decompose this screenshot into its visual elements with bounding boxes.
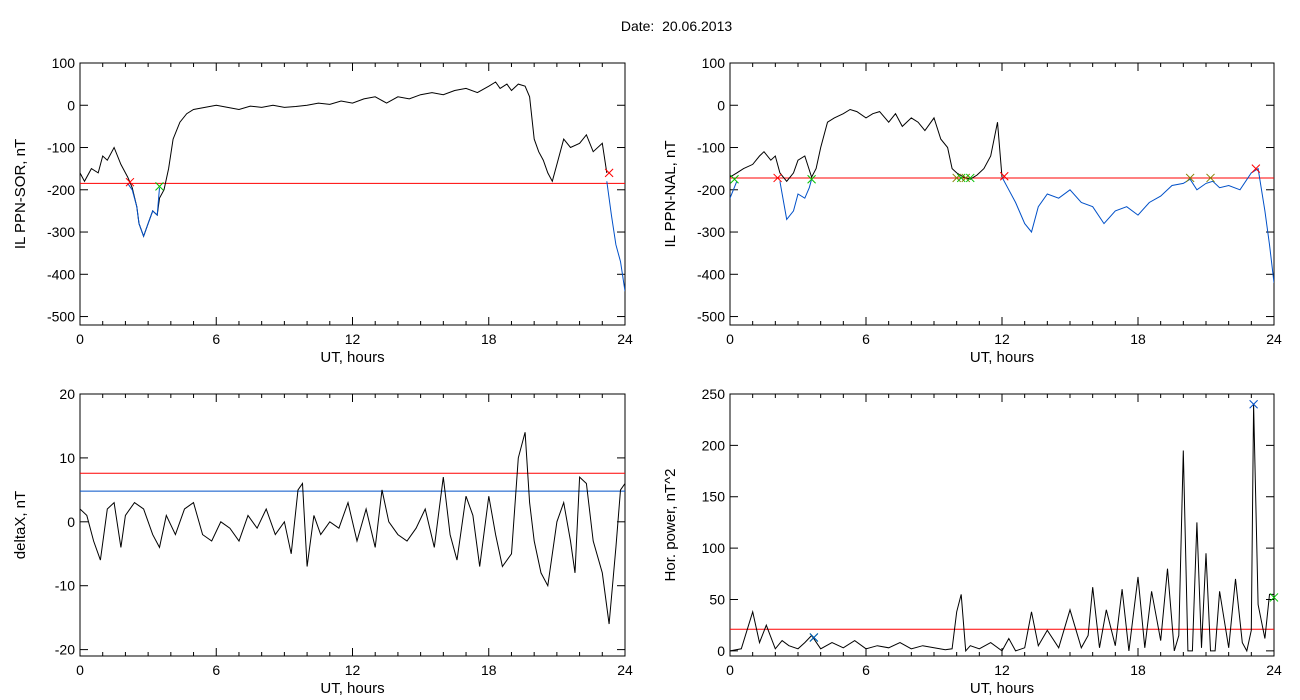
plot-frame bbox=[729, 62, 1275, 326]
event-marker bbox=[956, 173, 966, 183]
y-tick-label: 100 bbox=[702, 55, 726, 71]
chart-panel-3: 0 6 12 18 24 20 10 0 -10 -20 UT, hours deltaX, nT bbox=[12, 386, 633, 697]
y-axis-label: IL PPN-NAL, nT bbox=[662, 141, 679, 248]
y-axis-label: Hor. power, nT^2 bbox=[662, 469, 679, 582]
series-line bbox=[80, 432, 625, 625]
series-line bbox=[1001, 167, 1274, 283]
x-tick-label: 6 bbox=[212, 662, 220, 678]
event-marker bbox=[730, 174, 739, 184]
x-tick-label: 6 bbox=[862, 331, 870, 347]
y-axis-label: deltaX, nT bbox=[12, 491, 29, 559]
x-tick-label: 24 bbox=[1266, 662, 1282, 678]
y-tick-label: 0 bbox=[717, 643, 725, 659]
series-line bbox=[80, 81, 608, 238]
event-marker bbox=[773, 173, 782, 183]
event-marker bbox=[604, 168, 614, 178]
series-line bbox=[730, 108, 1003, 183]
y-tick-label: -100 bbox=[697, 140, 725, 156]
series-line bbox=[127, 183, 160, 238]
event-marker bbox=[952, 173, 962, 183]
y-axis-label: IL PPN-SOR, nT bbox=[12, 139, 29, 249]
y-tick-label: -400 bbox=[697, 266, 725, 282]
x-tick-label: 18 bbox=[481, 331, 497, 347]
y-tick-label: -300 bbox=[47, 224, 75, 240]
x-tick-label: 0 bbox=[76, 331, 84, 347]
y-tick-label: -20 bbox=[55, 642, 75, 658]
chart-date-title: Date: 20.06.2013 bbox=[620, 18, 733, 34]
y-tick-label: 200 bbox=[702, 437, 726, 453]
event-marker bbox=[961, 173, 971, 183]
y-tick-label: 50 bbox=[709, 591, 725, 607]
x-axis-label: UT, hours bbox=[320, 680, 384, 697]
y-tick-label: -300 bbox=[697, 224, 725, 240]
x-tick-label: 6 bbox=[862, 662, 870, 678]
event-marker bbox=[807, 174, 816, 184]
y-tick-label: 10 bbox=[59, 450, 75, 466]
y-tick-label: 0 bbox=[67, 97, 75, 113]
y-tick-label: -100 bbox=[47, 140, 75, 156]
y-tick-label: 100 bbox=[52, 55, 76, 71]
x-tick-label: 24 bbox=[617, 662, 633, 678]
event-marker bbox=[1206, 173, 1215, 183]
x-tick-label: 12 bbox=[994, 331, 1010, 347]
event-marker bbox=[125, 177, 135, 187]
event-marker bbox=[965, 173, 975, 183]
x-tick-label: 18 bbox=[1130, 331, 1146, 347]
x-tick-label: 18 bbox=[1130, 662, 1146, 678]
y-tick-label: -500 bbox=[697, 309, 725, 325]
chart-panel-2: 0 6 12 18 24 100 0 -100 -200 -300 -400 -500 UT, hour… bbox=[662, 55, 1282, 366]
y-tick-label: -10 bbox=[55, 578, 75, 594]
y-tick-label: 0 bbox=[717, 97, 725, 113]
x-tick-label: 6 bbox=[212, 331, 220, 347]
y-tick-label: -500 bbox=[47, 309, 75, 325]
event-marker bbox=[809, 633, 819, 642]
x-tick-label: 12 bbox=[345, 331, 361, 347]
x-tick-label: 0 bbox=[726, 331, 734, 347]
y-tick-label: 100 bbox=[702, 540, 726, 556]
series-line bbox=[730, 181, 738, 199]
y-tick-label: 0 bbox=[67, 514, 75, 530]
x-tick-label: 12 bbox=[994, 662, 1010, 678]
x-tick-label: 0 bbox=[726, 662, 734, 678]
plot-frame bbox=[729, 393, 1275, 657]
y-tick-label: -200 bbox=[697, 182, 725, 198]
x-tick-label: 12 bbox=[345, 662, 361, 678]
plot-frame bbox=[79, 393, 626, 657]
y-tick-label: 250 bbox=[702, 386, 726, 402]
x-axis-label: UT, hours bbox=[320, 349, 384, 366]
y-tick-label: -200 bbox=[47, 182, 75, 198]
y-tick-label: 20 bbox=[59, 386, 75, 402]
event-marker bbox=[155, 182, 164, 191]
event-marker bbox=[999, 171, 1009, 181]
series-line bbox=[606, 181, 625, 292]
y-tick-label: -400 bbox=[47, 266, 75, 282]
event-marker bbox=[1185, 173, 1195, 183]
x-axis-label: UT, hours bbox=[970, 680, 1034, 697]
x-tick-label: 0 bbox=[76, 662, 84, 678]
chart-panel-4: 0 6 12 18 24 250 200 150 100 50 0 UT, hours Hor. pow… bbox=[662, 386, 1282, 697]
event-marker bbox=[1251, 164, 1261, 173]
x-tick-label: 18 bbox=[481, 662, 497, 678]
x-axis-label: UT, hours bbox=[970, 349, 1034, 366]
series-line bbox=[779, 179, 813, 221]
event-marker bbox=[1249, 399, 1258, 409]
series-line bbox=[730, 404, 1274, 653]
event-marker bbox=[1269, 593, 1279, 602]
chart-panel-1: 0 6 12 18 24 100 0 -100 -200 -300 -400 -500 UT, hour… bbox=[12, 55, 633, 366]
x-tick-label: 24 bbox=[1266, 331, 1282, 347]
x-tick-label: 24 bbox=[617, 331, 633, 347]
y-tick-label: 150 bbox=[702, 489, 726, 505]
